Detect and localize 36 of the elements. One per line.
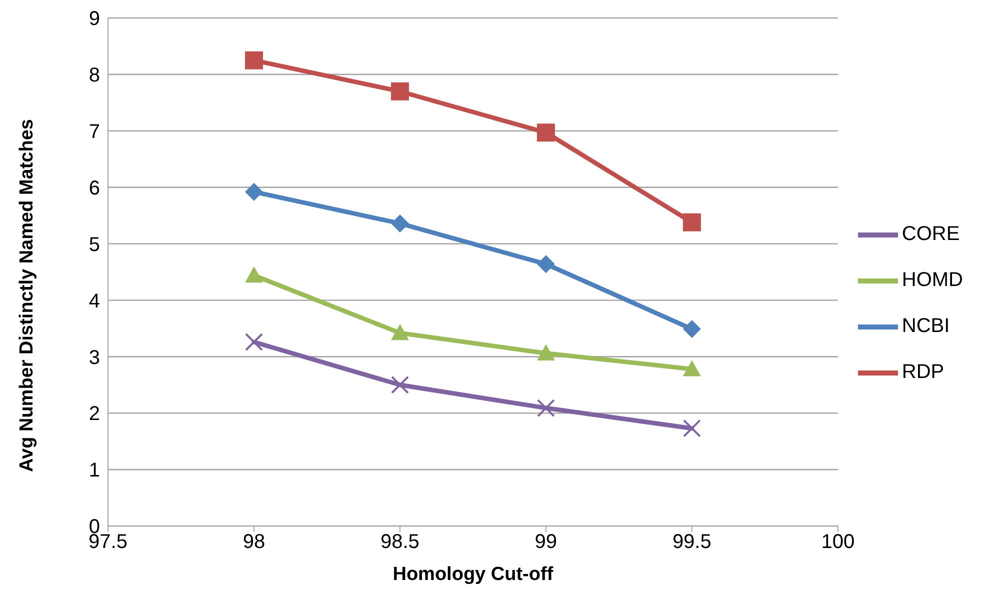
point [682, 360, 701, 376]
point [390, 324, 409, 340]
point [390, 214, 409, 232]
y-tick-label: 9 [88, 8, 100, 30]
y-tick-label: 4 [88, 290, 100, 312]
point [682, 213, 701, 232]
point [244, 332, 263, 351]
y-tick-label: 7 [88, 120, 100, 143]
y-axis-title: Avg Number Distinctly Named Matches [16, 119, 38, 472]
x-axis-title: Homology Cut-off [392, 564, 554, 585]
legend-label: NCBI [902, 315, 950, 337]
x-tick-label: 98.5 [380, 531, 420, 554]
x-tick-label: 99 [534, 531, 558, 554]
x-tick-label: 99.5 [672, 531, 712, 554]
y-tick-label: 2 [88, 403, 100, 426]
legend-label: CORE [902, 223, 960, 245]
y-tick-label: 8 [88, 64, 100, 87]
point [390, 376, 409, 394]
legend-label: HOMD [902, 269, 963, 291]
x-tick-label: 100 [821, 531, 855, 554]
y-tick-label: 6 [88, 177, 100, 200]
point [536, 124, 555, 142]
point [536, 344, 555, 360]
point [682, 419, 701, 438]
point [536, 255, 555, 274]
y-tick-label: 3 [88, 346, 100, 369]
y-tick-label: 1 [88, 460, 100, 482]
legend-label: RDP [902, 361, 944, 383]
point [390, 82, 409, 100]
y-tick-label: 5 [88, 234, 100, 256]
point [244, 182, 263, 201]
x-tick-label: 98 [242, 531, 266, 554]
point [244, 266, 263, 283]
point [682, 320, 701, 338]
point [244, 51, 263, 70]
point [536, 399, 555, 418]
